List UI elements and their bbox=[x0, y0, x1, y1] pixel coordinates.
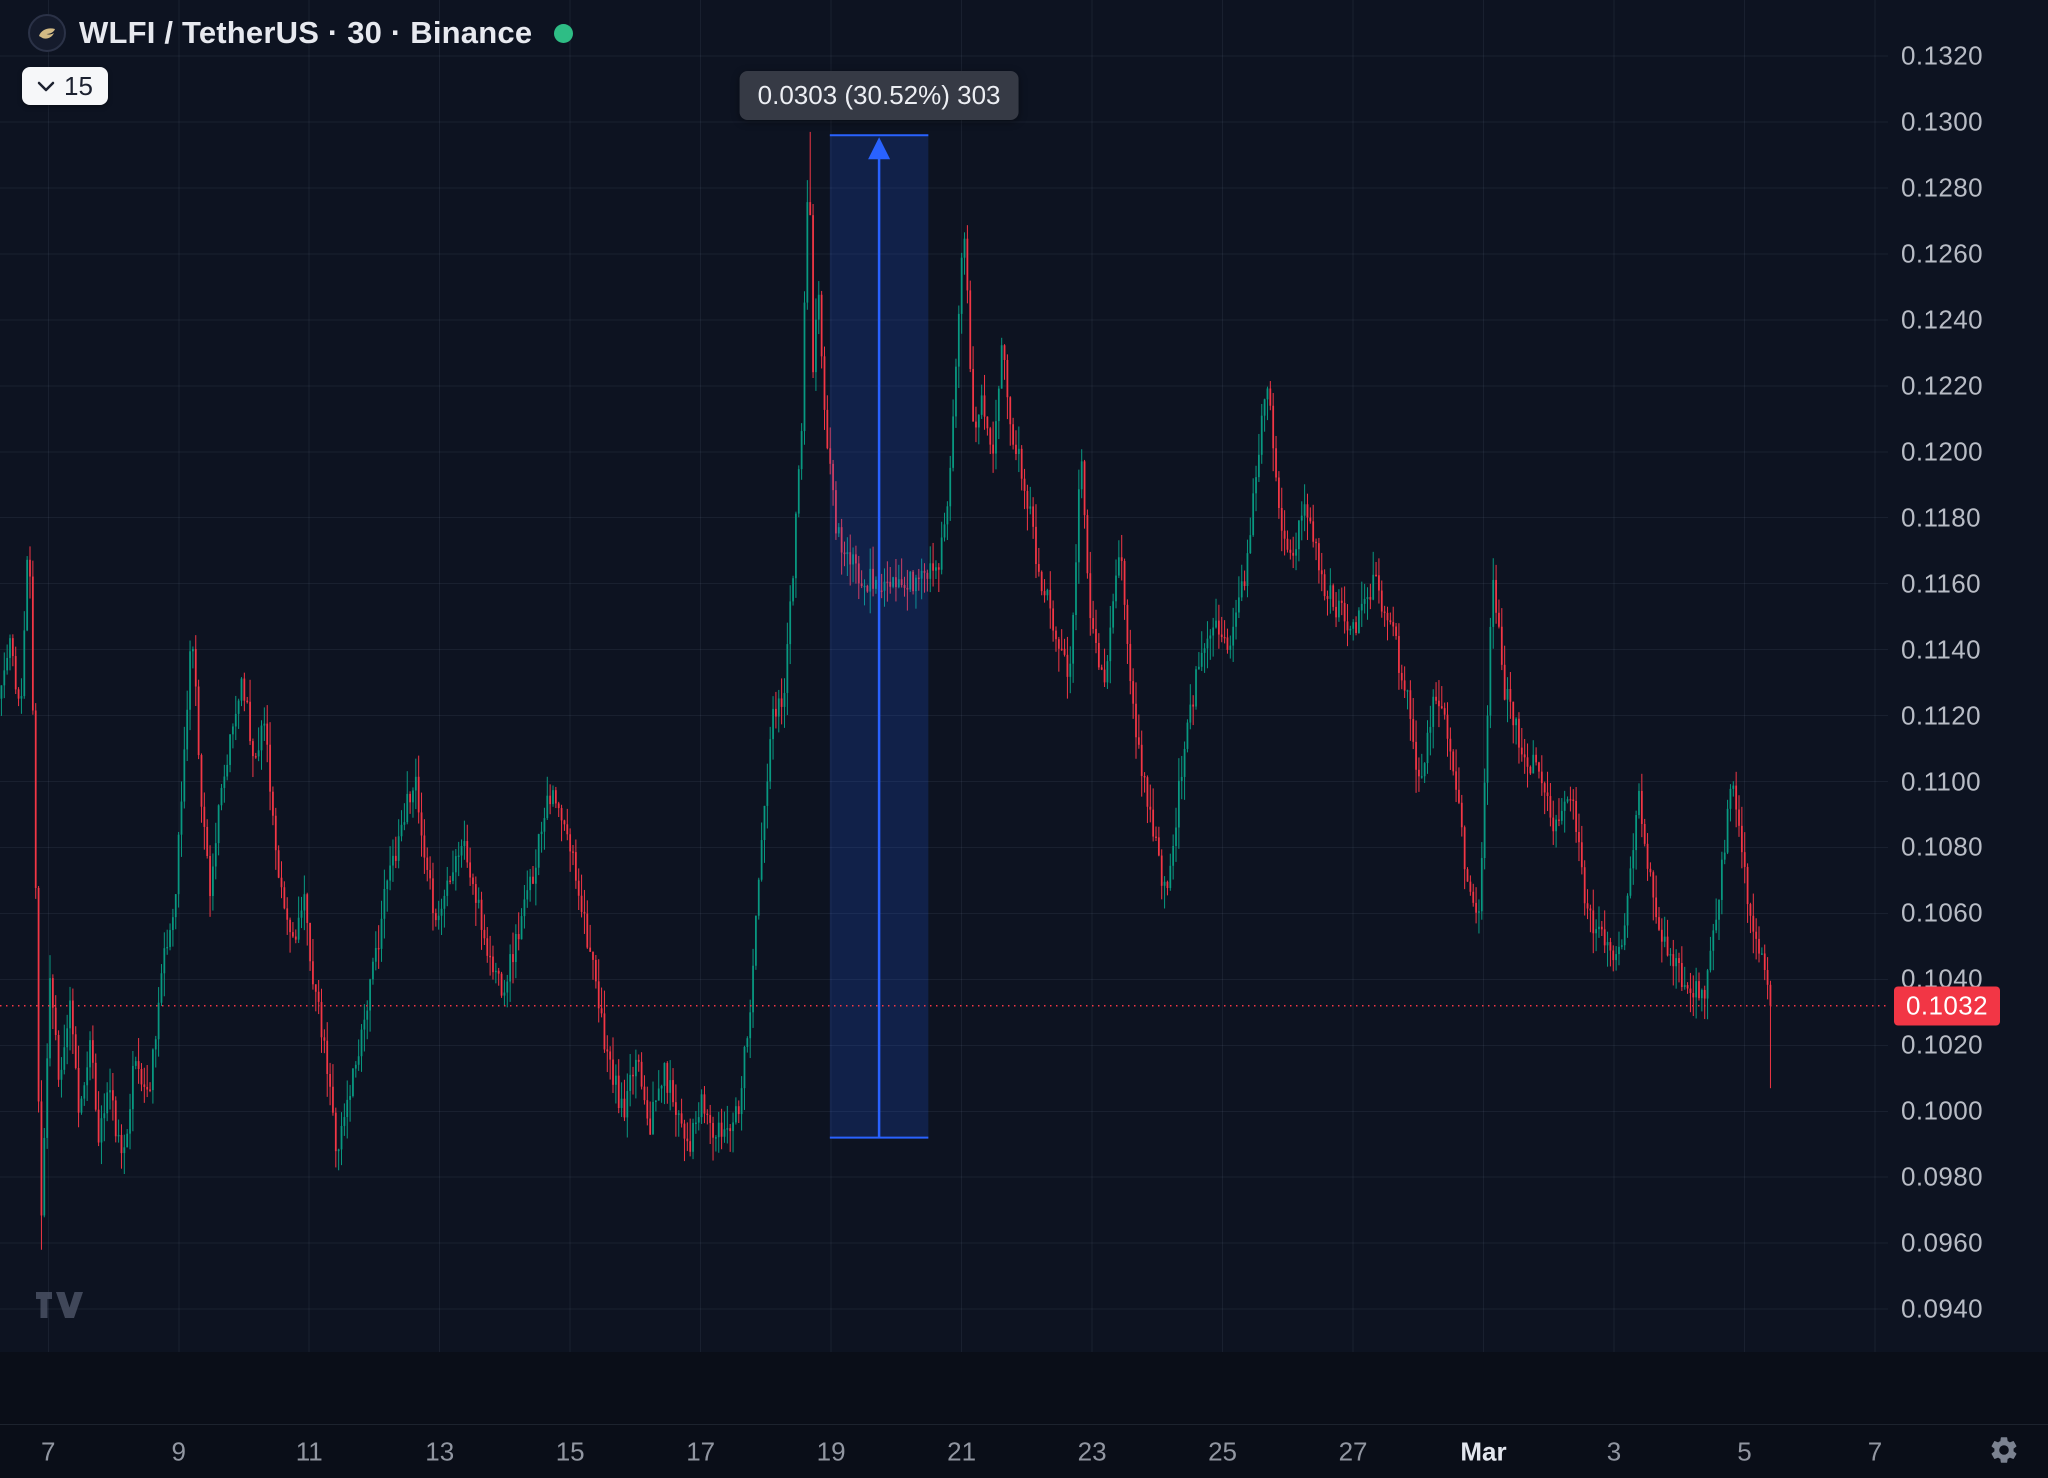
symbol-coin-icon bbox=[28, 14, 66, 52]
measure-tool[interactable] bbox=[829, 134, 929, 1139]
price-tick-label: 0.1200 bbox=[1901, 436, 1983, 467]
price-tick-label: 0.1100 bbox=[1901, 766, 1981, 797]
price-tick-label: 0.0960 bbox=[1901, 1227, 1983, 1258]
price-tick-label: 0.0940 bbox=[1901, 1293, 1983, 1324]
symbol-title[interactable]: WLFI / TetherUS · 30 · Binance bbox=[79, 15, 533, 50]
price-axis[interactable]: 0.1032 0.1320 0.1300 0.1280 0.1260 0.1240 0.1… bbox=[1888, 0, 2048, 1352]
time-tick-label: 23 bbox=[1077, 1436, 1107, 1466]
time-tick-label: 7 bbox=[1867, 1436, 1883, 1466]
price-tick-label: 0.0980 bbox=[1901, 1161, 1983, 1192]
price-tick-label: 0.1000 bbox=[1901, 1095, 1983, 1126]
candlestick-series bbox=[0, 131, 1772, 1250]
time-tick-label: Mar bbox=[1460, 1436, 1507, 1466]
price-tick-label: 0.1020 bbox=[1901, 1029, 1983, 1060]
time-tick-label: 3 bbox=[1606, 1436, 1622, 1466]
price-tick-label: 0.1080 bbox=[1901, 831, 1983, 862]
price-tick-label: 0.1320 bbox=[1901, 40, 1983, 71]
time-tick-label: 25 bbox=[1208, 1436, 1238, 1466]
time-tick-label: 11 bbox=[295, 1436, 323, 1466]
price-tick-label: 0.1220 bbox=[1901, 370, 1983, 401]
price-tick-label: 0.1060 bbox=[1901, 897, 1983, 928]
price-chart-canvas[interactable] bbox=[0, 0, 1888, 1352]
time-tick-label: 17 bbox=[686, 1436, 716, 1466]
time-tick-label: 9 bbox=[171, 1436, 186, 1466]
price-tick-label: 0.1140 bbox=[1901, 634, 1981, 665]
time-tick-label: 5 bbox=[1737, 1436, 1752, 1466]
time-tick-label: 15 bbox=[555, 1436, 585, 1466]
price-tick-label: 0.1260 bbox=[1901, 238, 1983, 269]
time-tick-label: 21 bbox=[947, 1436, 977, 1466]
price-tick-label: 0.1240 bbox=[1901, 304, 1983, 335]
interval-quick-button[interactable]: 15 bbox=[22, 67, 108, 105]
time-tick-label: 7 bbox=[41, 1436, 56, 1466]
time-tick-label: 27 bbox=[1338, 1436, 1368, 1466]
price-tick-label: 0.1160 bbox=[1901, 568, 1981, 599]
price-tick-label: 0.1300 bbox=[1901, 106, 1983, 137]
last-price-label[interactable]: 0.1032 bbox=[1894, 986, 2000, 1026]
grid-lines bbox=[0, 0, 1888, 1352]
tradingview-logo[interactable] bbox=[36, 1292, 84, 1320]
chart-header: WLFI / TetherUS · 30 · Binance 15 bbox=[22, 14, 574, 105]
price-tick-label: 0.1280 bbox=[1901, 172, 1983, 203]
settings-gear-icon[interactable] bbox=[1988, 1434, 2020, 1466]
pane-bottom-band bbox=[0, 1352, 2048, 1478]
price-tick-label: 0.1180 bbox=[1901, 502, 1981, 533]
market-status-dot[interactable] bbox=[554, 23, 574, 43]
time-tick-label: 13 bbox=[425, 1436, 455, 1466]
chart-pane[interactable] bbox=[0, 0, 1888, 1352]
interval-quick-label: 15 bbox=[64, 70, 93, 101]
price-tick-label: 0.1120 bbox=[1901, 700, 1981, 731]
time-tick-label: 19 bbox=[816, 1436, 846, 1466]
chevron-down-icon bbox=[37, 81, 55, 92]
measure-tooltip: 0.0303 (30.52%) 303 bbox=[739, 71, 1019, 121]
time-axis[interactable]: 7 9 11 13 15 17 19 21 23 25 27 Mar 3 5 7 bbox=[0, 1424, 2048, 1478]
